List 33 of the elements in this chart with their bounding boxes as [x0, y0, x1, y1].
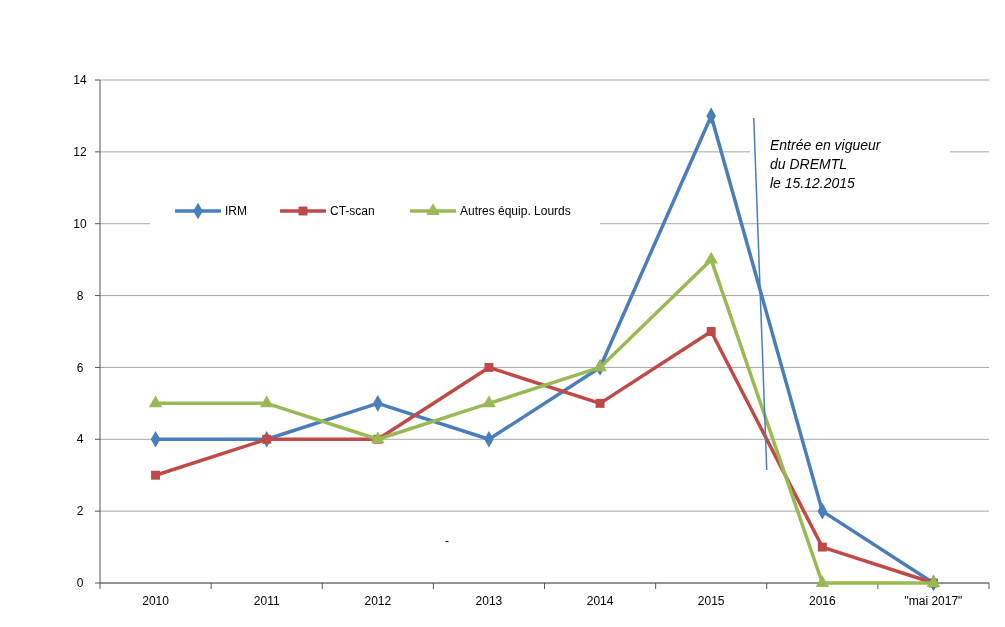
y-tick-label: 8: [76, 288, 84, 303]
x-tick-label: 2011: [253, 594, 280, 608]
point: [151, 470, 161, 480]
legend-label: Autres équip. Lourds: [460, 204, 571, 219]
annotation: -: [445, 534, 449, 548]
y-tick-label: 6: [76, 360, 84, 375]
x-tick-label: 2016: [808, 594, 836, 608]
y-tick-label: 14: [73, 73, 87, 88]
x-tick-label: 2015: [697, 594, 725, 608]
point: [148, 395, 163, 408]
point: [593, 359, 607, 372]
annotation: Entrée en vigueur du DREMTL le 15.12.2015: [770, 137, 882, 191]
y-tick-label: 2: [76, 504, 84, 519]
point: [706, 327, 716, 336]
point: [595, 398, 605, 408]
point: [484, 362, 494, 372]
legend-label: CT-scan: [330, 204, 375, 219]
point: [704, 251, 718, 264]
y-tick-label: 12: [73, 145, 87, 160]
x-tick-label: 2012: [364, 594, 392, 608]
point: [482, 395, 496, 408]
y-tick-label: 10: [73, 216, 87, 231]
x-tick-label: "mai 2017": [904, 594, 963, 608]
legend-label: IRM: [225, 204, 247, 219]
x-tick-label: 2010: [142, 594, 170, 608]
point: [259, 395, 274, 408]
point: [817, 542, 827, 552]
point: [815, 575, 830, 587]
x-tick-label: 2014: [586, 594, 614, 608]
point: [262, 434, 272, 444]
y-tick-label: 4: [76, 432, 84, 447]
y-tick-label: 0: [76, 576, 84, 591]
x-tick-label: 2013: [475, 594, 503, 608]
